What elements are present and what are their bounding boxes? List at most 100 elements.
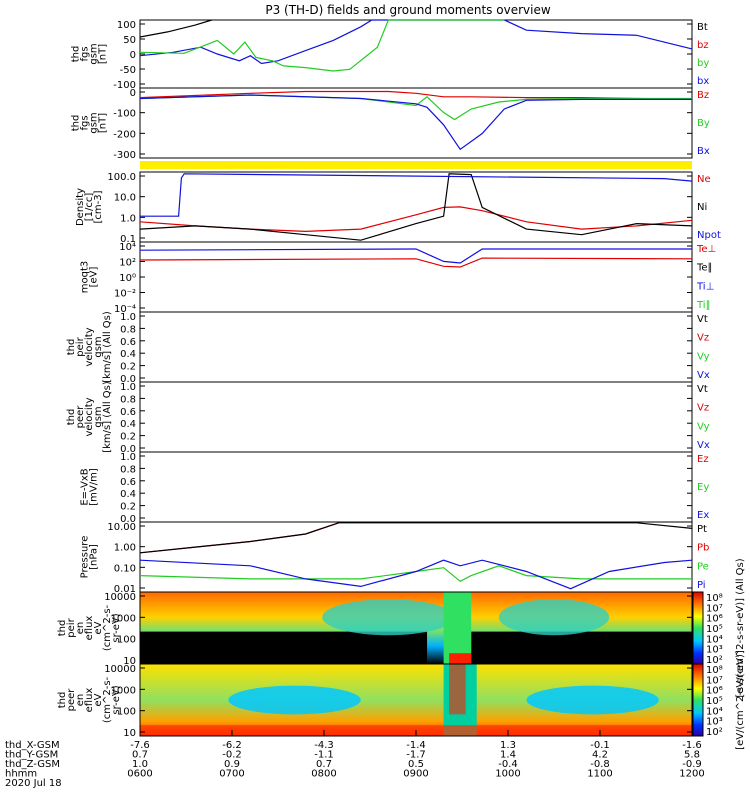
legend-Npot: Npot — [697, 230, 721, 241]
y-axis-label: thdfgsgsm[nT] — [71, 43, 109, 64]
colorbar-tick: 10⁷ — [706, 675, 723, 686]
y-tick-label: 100 — [117, 635, 136, 646]
legend-Ti∥: Ti∥ — [696, 300, 711, 311]
colorbar-label: [eV/(cm^2-s-sr-eV)] (All Qs) — [735, 558, 746, 697]
x-tick-label: -1.1 — [314, 750, 334, 761]
y-tick-label: 1.0 — [120, 452, 136, 463]
y-tick-label: 1.0 — [120, 382, 136, 393]
x-tick-label: 1200 — [679, 769, 704, 780]
panel-frame — [139, 311, 693, 383]
legend-Pi: Pi — [697, 580, 706, 591]
x-tick-label: -1.7 — [406, 750, 426, 761]
footer-row-label: thd_Z-GSM — [5, 759, 60, 770]
y-axis-label-line: [eV] — [89, 267, 100, 288]
y-tick-label: 10 — [123, 656, 136, 667]
panel-frame — [139, 171, 693, 243]
colorbar-tick: 10⁸ — [706, 665, 723, 676]
colorbar-tick: 10² — [706, 727, 723, 738]
legend-Te⊥: Te⊥ — [696, 244, 716, 255]
colorbar-tick: 10⁷ — [706, 603, 723, 614]
y-axis-label-line: fgs — [80, 115, 91, 130]
x-tick-label: 0900 — [403, 769, 428, 780]
spectrogram-blob — [471, 631, 692, 664]
y-axis-label-line: [nPa] — [89, 544, 100, 570]
y-tick-label: -100 — [113, 80, 136, 91]
panel-frame — [139, 451, 693, 523]
spectrogram-blob — [443, 592, 472, 664]
y-tick-label: 0.6 — [120, 337, 136, 348]
y-tick-label: 100.0 — [107, 172, 136, 183]
y-axis-label-line: gsm — [93, 336, 104, 357]
x-tick-label: 5.8 — [684, 750, 700, 761]
legend-bx: bx — [697, 76, 709, 87]
legend-Pb: Pb — [697, 543, 709, 554]
y-tick-label: 10⁻² — [114, 289, 136, 300]
y-tick-label: 10⁰ — [119, 273, 136, 284]
y-tick-label: -100 — [113, 109, 136, 120]
panel-2: 0 -100 -200 -300 thdfgsgsm[nT] Bz By Bx — [71, 87, 710, 161]
panel-frame — [139, 241, 693, 313]
y-axis-label-line: thd — [57, 620, 68, 637]
y-axis-label-line: thd — [57, 692, 68, 709]
y-axis-label-line: gsm — [93, 406, 104, 427]
x-tick-label: -0.8 — [590, 759, 610, 770]
colorbar-tick: 10³ — [706, 645, 723, 656]
y-axis-label-line: peer — [75, 405, 86, 429]
y-tick-label: 100 — [117, 707, 136, 718]
panel-frame — [139, 381, 693, 453]
panel-frame — [139, 87, 693, 159]
y-tick-label: 0.8 — [120, 464, 136, 475]
colorbar-tick: 10⁵ — [706, 624, 723, 635]
colorbar-label: [eV/(cm^2-s-sr-eV)] — [735, 650, 746, 750]
y-axis-label-line: Pressure — [80, 536, 91, 579]
y-axis-label-line: thd — [71, 115, 82, 132]
legend-Vz: Vz — [697, 333, 709, 344]
y-tick-label: 0.0 — [120, 374, 136, 385]
x-tick-label: -6.2 — [222, 740, 242, 751]
x-tick-label: 0.5 — [408, 759, 424, 770]
x-tick-label: 1.3 — [500, 740, 516, 751]
series-Ti⊥ — [139, 248, 692, 264]
y-tick-label: 10⁴ — [119, 242, 136, 253]
y-axis-label-line: sr-eV) — [111, 613, 122, 642]
series-by — [139, 19, 505, 72]
legend-Vy: Vy — [697, 421, 710, 432]
y-tick-label: 0.2 — [120, 362, 136, 373]
footer-row-label: hhmm — [5, 769, 37, 780]
y-axis-label-line: [cm-3] — [93, 190, 104, 223]
series-Pt — [139, 522, 693, 554]
y-tick-label: 10000 — [104, 664, 136, 675]
y-axis-label-line: peir — [75, 336, 86, 356]
y-axis-label-line: eV — [93, 621, 104, 634]
y-axis-label-line: eflux — [84, 688, 95, 713]
series-By — [139, 94, 692, 121]
spectrogram-blob — [449, 664, 466, 715]
colorbar-tick: 10⁴ — [706, 706, 723, 717]
y-axis-label-line: eV — [93, 693, 104, 706]
y-tick-label: 10000 — [104, 592, 136, 603]
y-axis-label-line: fgs — [80, 46, 91, 61]
y-axis-label-line: (cm^2-s- — [102, 604, 113, 651]
y-tick-label: 0.6 — [120, 477, 136, 488]
y-axis-label-line: [km/s] (All Qs) — [102, 381, 113, 453]
plot-title: P3 (TH-D) fields and ground moments over… — [265, 3, 550, 17]
legend-Ne: Ne — [697, 174, 711, 185]
y-axis-label-line: [1/cc] — [84, 193, 95, 222]
legend-By: By — [697, 118, 710, 129]
panel-10: 10000100010010thdpeerenefluxeV(cm^2-s-sr… — [57, 650, 746, 750]
x-tick-label: 0800 — [311, 769, 336, 780]
y-tick-label: 0.8 — [120, 324, 136, 335]
y-tick-label: 0.4 — [120, 489, 136, 500]
y-tick-label: 0 — [130, 50, 136, 61]
y-tick-label: 1.0 — [120, 312, 136, 323]
legend-Vt: Vt — [697, 384, 708, 395]
x-tick-label: -0.9 — [682, 759, 702, 770]
legend-Ni: Ni — [697, 202, 707, 213]
legend-bz: bz — [697, 40, 709, 51]
y-tick-label: 0.2 — [120, 502, 136, 513]
x-tick-label: -7.6 — [130, 740, 150, 751]
x-tick-label: 0.7 — [132, 750, 148, 761]
y-axis-label: thdpeirvelocitygsm[km/s] (All Qs) — [66, 311, 113, 383]
y-axis-label-line: [km/s] (All Qs) — [102, 311, 113, 383]
